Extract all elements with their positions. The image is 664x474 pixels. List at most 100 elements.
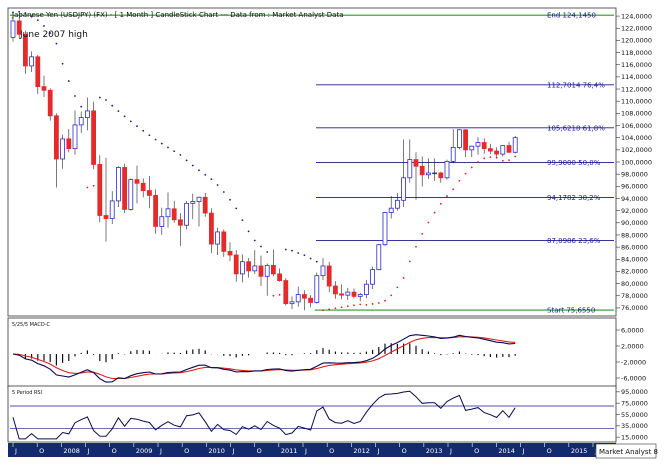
psar-dot xyxy=(136,125,138,128)
candle-body xyxy=(432,172,438,175)
candle-body xyxy=(29,56,35,67)
psar-dot xyxy=(396,286,399,289)
price-tick-label: 110,0000 xyxy=(621,98,652,106)
candle-body xyxy=(351,291,357,297)
psar-dot xyxy=(477,161,479,163)
candle-body xyxy=(227,250,233,256)
candle-body xyxy=(85,110,90,119)
psar-dot xyxy=(315,260,318,263)
candle-body xyxy=(419,165,425,176)
candle-body xyxy=(97,164,103,216)
macd-tick-label: -2,0000 xyxy=(621,358,646,366)
price-tick-label: 94,0000 xyxy=(621,195,648,203)
psar-dot xyxy=(111,104,114,107)
psar-dot xyxy=(353,304,355,307)
x-axis: J O 2008 J O 2009 J O 2010 J O 2011 J O 2012 J O 2013 J O 20… xyxy=(8,443,616,457)
candle-body xyxy=(270,264,276,275)
candle-body xyxy=(450,147,456,162)
macd-label: 5/25/5 MACD-C xyxy=(12,322,50,328)
price-tick-label: 84,0000 xyxy=(621,256,648,264)
psar-dot xyxy=(489,156,492,159)
psar-dot xyxy=(309,257,312,260)
psar-dot xyxy=(142,129,145,132)
psar-dot xyxy=(384,299,386,302)
psar-dot xyxy=(74,95,76,97)
psar-dot xyxy=(297,252,300,254)
candle-body xyxy=(165,208,171,218)
candle-body xyxy=(339,293,345,296)
candle-body xyxy=(345,291,351,296)
psar-dot xyxy=(508,159,510,162)
price-tick-label: 120,0000 xyxy=(621,37,652,45)
psar-dot xyxy=(24,12,27,14)
psar-dot xyxy=(148,134,151,137)
psar-dot xyxy=(365,303,368,306)
candle-body xyxy=(289,301,295,305)
price-tick-label: 102,0000 xyxy=(621,146,652,154)
psar-dot xyxy=(179,153,182,156)
psar-dot xyxy=(185,159,188,162)
macd-panel-frame xyxy=(7,317,617,389)
psar-dot xyxy=(390,294,393,297)
psar-dot xyxy=(49,32,52,34)
candle-body xyxy=(60,138,65,160)
rsi-tick-label: 55,0000 xyxy=(621,411,648,419)
candle-body xyxy=(308,297,314,303)
x-tick-label: O xyxy=(257,447,262,455)
rsi-tick-label: 95,0000 xyxy=(621,388,648,396)
price-tick-label: 88,0000 xyxy=(621,231,648,239)
macd-tick-label: -6,0000 xyxy=(621,374,646,382)
candle-body xyxy=(109,200,115,219)
psar-dot xyxy=(216,184,219,186)
fib-level-label: 99,9000 50,0% xyxy=(547,159,601,167)
fib-level-label: End 124,1450 xyxy=(547,12,596,20)
rsi-tick-label: 35,0000 xyxy=(621,422,648,430)
psar-dot xyxy=(30,15,33,18)
psar-dot xyxy=(446,195,448,197)
psar-dot xyxy=(328,308,331,311)
candle-body xyxy=(357,294,363,297)
candles xyxy=(10,15,518,311)
candle-body xyxy=(153,195,159,227)
psar-dot xyxy=(464,172,467,175)
x-tick-label: 2014 xyxy=(498,447,515,455)
psar-dot xyxy=(483,157,486,160)
candle-body xyxy=(246,261,252,272)
candle-body xyxy=(239,261,245,275)
candle-body xyxy=(314,275,320,303)
candle-body xyxy=(444,160,450,179)
candle-body xyxy=(159,216,165,227)
candle-body xyxy=(184,202,190,226)
psar-dot xyxy=(80,105,83,108)
price-tick-label: 106,0000 xyxy=(621,122,652,130)
x-tick-label: 2009 xyxy=(136,447,153,455)
psar-dot xyxy=(439,202,442,205)
candle-body xyxy=(469,145,475,151)
candle-body xyxy=(394,199,400,209)
candle-body xyxy=(438,172,444,179)
fib-level-label: 105,6218 61,8% xyxy=(547,124,605,132)
candle-body xyxy=(425,172,431,176)
x-axis-bar xyxy=(8,443,616,457)
candle-body xyxy=(463,129,469,151)
psar-dot xyxy=(18,10,21,13)
price-tick-label: 104,0000 xyxy=(621,134,652,142)
candle-body xyxy=(283,280,289,305)
x-tick-label: 2008 xyxy=(63,447,80,455)
fib-levels: End 124,1450 112,7014 76,4% 105,6218 61,8%… xyxy=(10,12,614,315)
candle-body xyxy=(16,20,22,35)
rsi-label: 5 Period RSI xyxy=(12,390,42,396)
psar-dot xyxy=(346,305,349,308)
macd-series xyxy=(12,334,516,383)
price-tick-label: 82,0000 xyxy=(621,268,648,276)
psar-dot xyxy=(154,138,157,141)
psar-dot xyxy=(12,11,14,14)
price-panel-frame xyxy=(7,7,617,317)
macd-panel: 5/25/5 MACD-C xyxy=(7,317,617,389)
candle-body xyxy=(190,201,196,204)
x-tick-label: 2013 xyxy=(426,447,443,455)
candle-body xyxy=(208,212,214,245)
psar-dot xyxy=(67,80,70,82)
